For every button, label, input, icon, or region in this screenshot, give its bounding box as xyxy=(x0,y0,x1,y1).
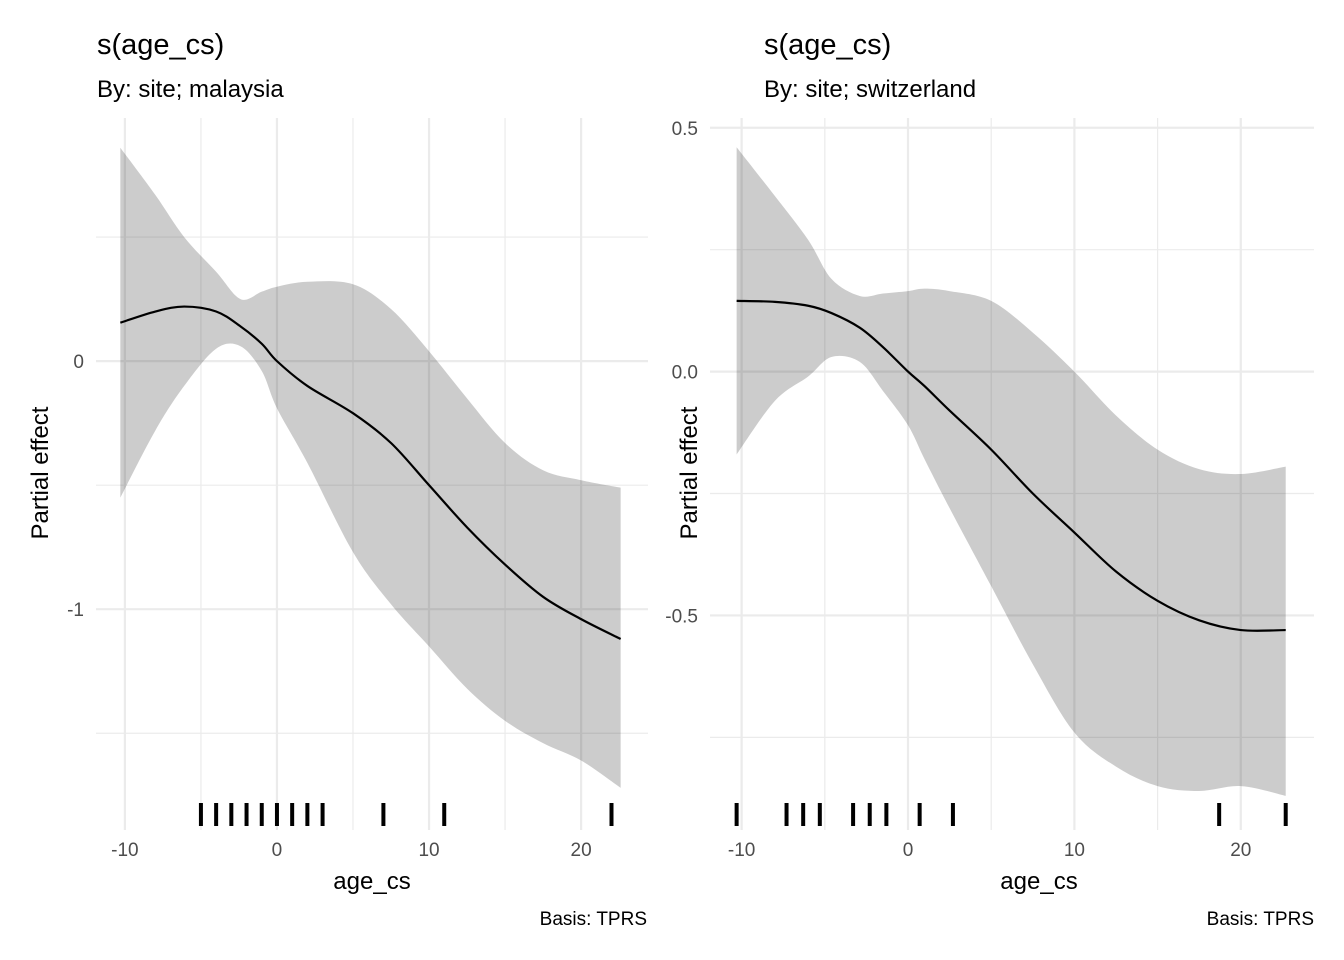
panel-switzerland: -10 0 10 20 0.5 0.0 -0.5 s(age_cs) By: site; … xyxy=(665,29,1314,930)
x-tick-label: 0 xyxy=(272,840,283,861)
x-tick-label: 20 xyxy=(571,840,592,861)
rug-marks xyxy=(734,803,1288,826)
x-tick-label: -10 xyxy=(111,840,138,861)
x-tick-label: -10 xyxy=(728,840,755,861)
y-tick-labels: 0 -1 xyxy=(67,352,84,621)
grid-lines xyxy=(96,118,648,830)
smooth-line xyxy=(736,299,1286,632)
x-tick-label: 10 xyxy=(1064,840,1085,861)
panel-malaysia: -10 0 10 20 0 -1 s(age_cs) By: site; malaysi… xyxy=(27,29,648,930)
grid-lines xyxy=(710,118,1314,830)
x-tick-label: 0 xyxy=(903,840,914,861)
x-tick-label: 10 xyxy=(418,840,439,861)
x-tick-label: 20 xyxy=(1230,840,1251,861)
x-tick-labels: -10 0 10 20 xyxy=(728,840,1251,861)
panel-title: s(age_cs) xyxy=(97,29,224,61)
x-axis-label: age_cs xyxy=(333,868,410,895)
x-tick-labels: -10 0 10 20 xyxy=(111,840,592,861)
y-tick-label: -0.5 xyxy=(665,606,698,627)
x-axis-label: age_cs xyxy=(1000,868,1077,895)
y-tick-label: 0 xyxy=(73,352,84,373)
caption: Basis: TPRS xyxy=(540,909,647,930)
y-axis-label: Partial effect xyxy=(676,406,703,539)
y-axis-label: Partial effect xyxy=(27,406,54,539)
panel-title: s(age_cs) xyxy=(764,29,891,61)
panel-subtitle: By: site; switzerland xyxy=(764,76,976,103)
y-tick-label: 0.5 xyxy=(672,119,698,140)
y-tick-label: 0.0 xyxy=(672,363,698,384)
confidence-band xyxy=(120,147,621,788)
caption: Basis: TPRS xyxy=(1207,909,1314,930)
y-tick-labels: 0.5 0.0 -0.5 xyxy=(665,119,698,628)
smooth-line xyxy=(119,305,622,640)
rug-marks xyxy=(198,803,614,826)
y-tick-label: -1 xyxy=(67,600,84,621)
panel-subtitle: By: site; malaysia xyxy=(97,76,284,103)
